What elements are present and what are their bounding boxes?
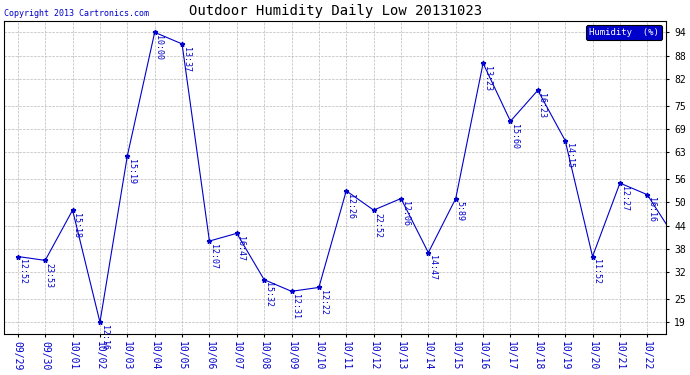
Text: 16:16: 16:16: [647, 198, 656, 222]
Text: 16:23: 16:23: [538, 93, 546, 118]
Text: 12:27: 12:27: [620, 186, 629, 211]
Text: 12:06: 12:06: [401, 201, 410, 226]
Text: 12:31: 12:31: [291, 294, 300, 319]
Text: 13:37: 13:37: [181, 47, 190, 72]
Text: 14:15: 14:15: [565, 143, 574, 168]
Text: 14:47: 14:47: [0, 374, 1, 375]
Text: 12:07: 12:07: [209, 244, 218, 269]
Text: 15:18: 15:18: [72, 213, 81, 238]
Text: 5:89: 5:89: [455, 201, 464, 221]
Text: 10:00: 10:00: [155, 35, 164, 60]
Text: 15:60: 15:60: [510, 124, 519, 149]
Text: 16:47: 16:47: [237, 236, 246, 261]
Text: Copyright 2013 Cartronics.com: Copyright 2013 Cartronics.com: [4, 9, 149, 18]
Text: 12:16: 12:16: [99, 325, 108, 350]
Text: 15:32: 15:32: [264, 282, 273, 308]
Text: 12:22: 12:22: [319, 290, 328, 315]
Text: 13:23: 13:23: [483, 66, 492, 91]
Legend: Humidity  (%): Humidity (%): [586, 25, 662, 40]
Title: Outdoor Humidity Daily Low 20131023: Outdoor Humidity Daily Low 20131023: [189, 4, 482, 18]
Text: 15:19: 15:19: [127, 159, 136, 184]
Text: 23:53: 23:53: [45, 263, 54, 288]
Text: 12:52: 12:52: [17, 259, 26, 284]
Text: 14:47: 14:47: [428, 255, 437, 280]
Text: 11:52: 11:52: [592, 259, 601, 284]
Text: 12:26: 12:26: [346, 194, 355, 219]
Text: 22:52: 22:52: [373, 213, 382, 238]
